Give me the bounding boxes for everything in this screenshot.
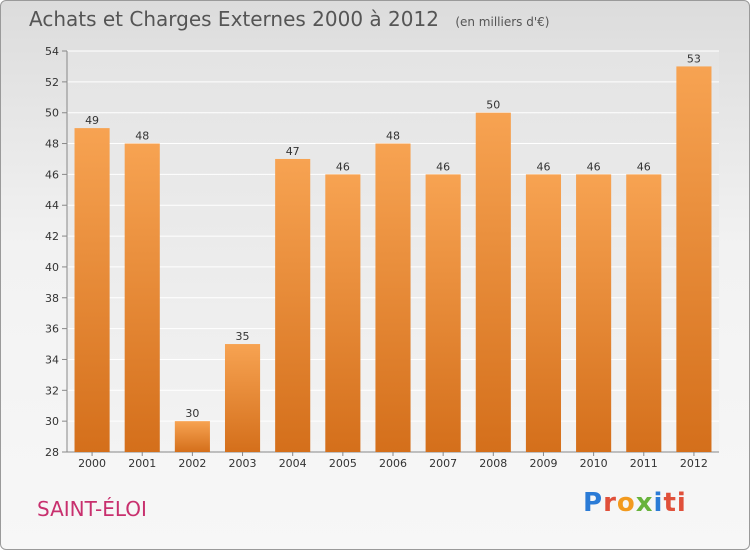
bar <box>174 421 210 452</box>
x-tick-label: 2002 <box>178 457 206 470</box>
x-tick-label: 2004 <box>279 457 307 470</box>
y-tick-label: 50 <box>45 107 59 120</box>
y-tick-label: 42 <box>45 230 59 243</box>
bar-value-label: 47 <box>286 145 300 158</box>
bar-value-label: 48 <box>135 130 149 143</box>
proxiti-logo: Proxiti <box>583 488 687 518</box>
x-tick-label: 2009 <box>529 457 557 470</box>
bar <box>626 174 662 452</box>
x-tick-label: 2010 <box>580 457 608 470</box>
logo-letter: x <box>635 488 654 518</box>
x-tick-label: 2001 <box>128 457 156 470</box>
bar-value-label: 48 <box>386 130 400 143</box>
logo-letter: P <box>583 488 604 518</box>
logo-letter: o <box>616 488 636 518</box>
y-tick-label: 38 <box>45 292 59 305</box>
bar-value-label: 50 <box>486 99 500 112</box>
logo-letter: r <box>603 488 617 518</box>
y-tick-label: 32 <box>45 384 59 397</box>
x-tick-label: 2000 <box>78 457 106 470</box>
y-tick-label: 36 <box>45 323 59 336</box>
y-tick-label: 28 <box>45 446 59 459</box>
y-tick-label: 52 <box>45 76 59 89</box>
x-tick-label: 2006 <box>379 457 407 470</box>
bar <box>425 174 461 452</box>
logo-letter: i <box>653 488 664 518</box>
commune-name: SAINT-ÉLOI <box>37 497 147 521</box>
bar <box>576 174 612 452</box>
bar-value-label: 46 <box>336 160 350 173</box>
y-tick-label: 30 <box>45 415 59 428</box>
bar-value-label: 53 <box>687 52 701 65</box>
y-tick-label: 48 <box>45 138 59 151</box>
bar <box>325 174 361 452</box>
bar <box>74 128 110 452</box>
y-tick-label: 46 <box>45 168 59 181</box>
y-tick-label: 34 <box>45 353 59 366</box>
bar-value-label: 49 <box>85 114 99 127</box>
bar <box>676 66 712 452</box>
x-tick-label: 2005 <box>329 457 357 470</box>
bar <box>375 143 411 453</box>
bar <box>475 112 511 452</box>
x-tick-label: 2007 <box>429 457 457 470</box>
bar-value-label: 46 <box>436 160 450 173</box>
bar <box>275 158 311 452</box>
bar-value-label: 35 <box>236 330 250 343</box>
bar <box>224 344 261 452</box>
y-tick-label: 40 <box>45 261 59 274</box>
chart-title: Achats et Charges Externes 2000 à 2012 (… <box>29 7 549 31</box>
bar-value-label: 46 <box>536 160 550 173</box>
bar-value-label: 46 <box>587 160 601 173</box>
y-tick-label: 54 <box>45 45 59 58</box>
bar-value-label: 46 <box>637 160 651 173</box>
x-tick-label: 2008 <box>479 457 507 470</box>
bar <box>124 143 160 453</box>
bar <box>525 174 562 452</box>
logo-letter: ti <box>663 488 687 518</box>
chart-subtitle: (en milliers d'€) <box>455 15 550 29</box>
x-tick-label: 2003 <box>229 457 257 470</box>
x-tick-label: 2011 <box>630 457 658 470</box>
x-tick-label: 2012 <box>680 457 708 470</box>
chart-title-text: Achats et Charges Externes 2000 à 2012 <box>29 7 439 31</box>
y-tick-label: 44 <box>45 199 59 212</box>
bar-value-label: 30 <box>185 407 199 420</box>
